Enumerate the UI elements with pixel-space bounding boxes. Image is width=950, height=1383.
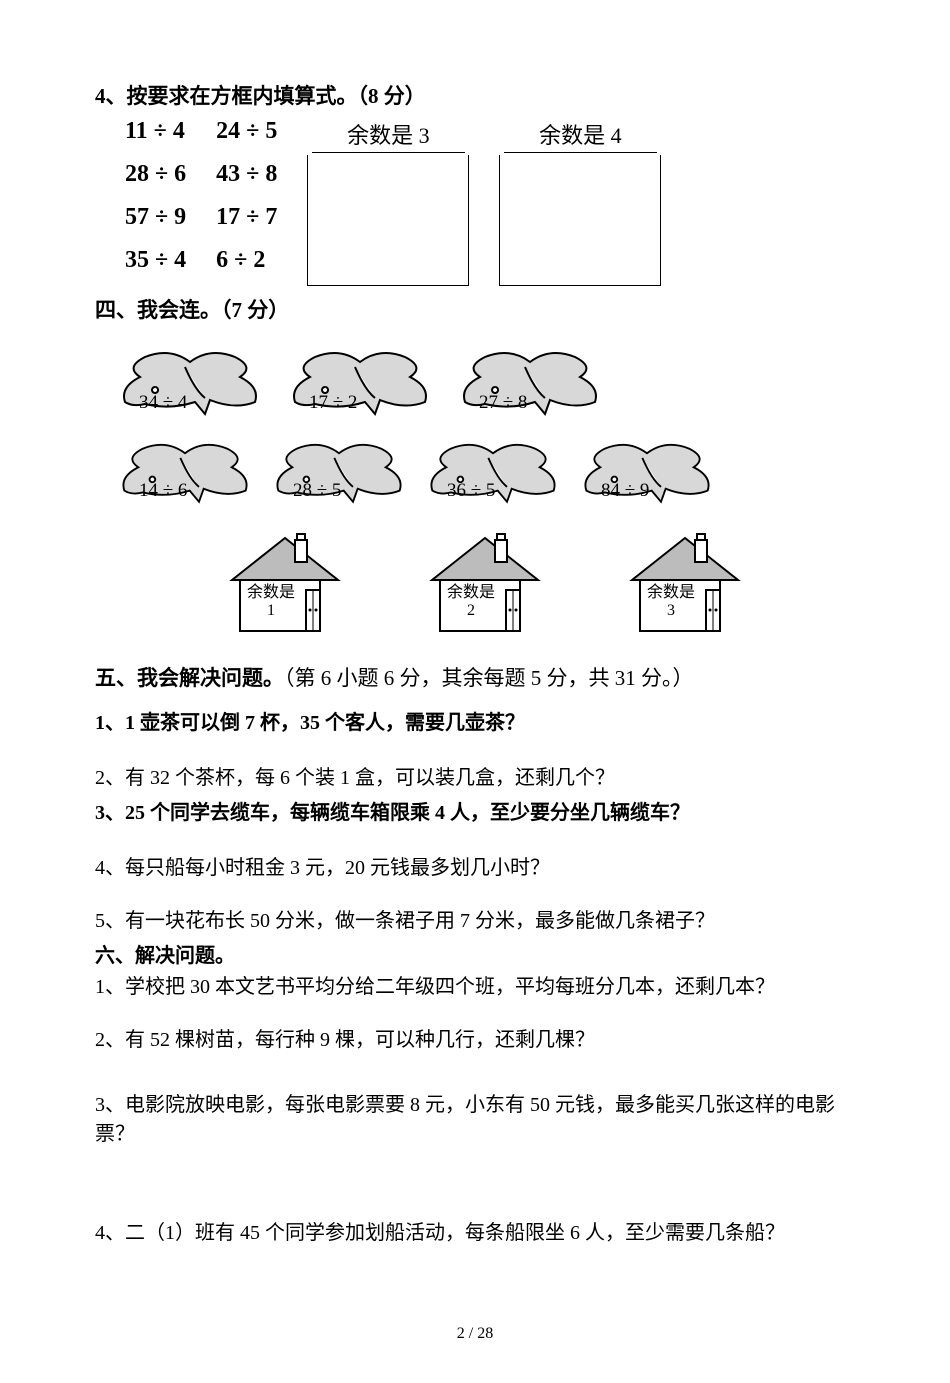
section5-head-bold: 五、我会解决问题。 xyxy=(95,666,284,690)
bird-icon: 34 ÷ 4 xyxy=(115,342,265,420)
birds-area: 34 ÷ 4 17 ÷ 2 27 ÷ 8 14 ÷ 6 28 ÷ 5 xyxy=(115,342,855,638)
bird-icon: 84 ÷ 9 xyxy=(577,434,717,508)
answer-box xyxy=(499,155,661,286)
house-icon: 余数是 1 xyxy=(220,528,350,638)
house-icon: 余数是 2 xyxy=(420,528,550,638)
s5-p2: 2、有 32 个茶杯，每 6 个装 1 盒，可以装几盒，还剩几个？ xyxy=(95,761,855,790)
house-icon: 余数是 3 xyxy=(620,528,750,638)
box-label-3: 余数是 3 xyxy=(312,118,465,153)
bird-label: 84 ÷ 9 xyxy=(601,480,649,502)
section6-head: 六、解决问题。 xyxy=(95,939,855,968)
q4-content: 11 ÷ 4 24 ÷ 5 28 ÷ 6 43 ÷ 8 57 ÷ 9 17 ÷ … xyxy=(125,118,855,286)
expr-cell: 35 ÷ 4 xyxy=(125,247,186,274)
bird-label: 14 ÷ 6 xyxy=(139,480,187,502)
s5-p4: 4、每只船每小时租金 3 元，20 元钱最多划几小时？ xyxy=(95,851,855,880)
house-label: 余数是 3 xyxy=(606,584,736,620)
expr-cell: 57 ÷ 9 xyxy=(125,204,186,231)
s5-p1: 1、1 壶茶可以倒 7 杯，35 个客人，需要几壶茶？ xyxy=(95,706,855,735)
remainder-4-box: 余数是 4 xyxy=(499,118,661,286)
page-number: 2 / 28 xyxy=(95,1325,855,1343)
q4-title: 4、按要求在方框内填算式。（8 分） xyxy=(95,80,855,110)
section4-head: 四、我会连。（7 分） xyxy=(95,294,855,324)
s6-p1: 1、学校把 30 本文艺书平均分给二年级四个班，平均每班分几本，还剩几本？ xyxy=(95,970,855,999)
houses-row: 余数是 1 余数是 2 xyxy=(115,528,855,638)
q4-expressions: 11 ÷ 4 24 ÷ 5 28 ÷ 6 43 ÷ 8 57 ÷ 9 17 ÷ … xyxy=(125,118,277,274)
section5-head-rest: （第 6 小题 6 分，其余每题 5 分，共 31 分。） xyxy=(284,666,694,690)
bird-row-1: 34 ÷ 4 17 ÷ 2 27 ÷ 8 xyxy=(115,342,855,420)
bird-icon: 17 ÷ 2 xyxy=(285,342,435,420)
expr-cell: 6 ÷ 2 xyxy=(216,247,277,274)
s5-p3: 3、25 个同学去缆车，每辆缆车箱限乘 4 人，至少要分坐几辆缆车？ xyxy=(95,796,855,825)
s6-p2: 2、有 52 棵树苗，每行种 9 棵，可以种几行，还剩几棵？ xyxy=(95,1023,855,1052)
expr-cell: 43 ÷ 8 xyxy=(216,161,277,188)
house-label: 余数是 2 xyxy=(406,584,536,620)
section5-head: 五、我会解决问题。（第 6 小题 6 分，其余每题 5 分，共 31 分。） xyxy=(95,662,855,692)
s6-p3: 3、电影院放映电影，每张电影票要 8 元，小东有 50 元钱，最多能买几张这样的… xyxy=(95,1088,855,1146)
house-label: 余数是 1 xyxy=(206,584,336,620)
bird-label: 27 ÷ 8 xyxy=(479,392,527,414)
expr-cell: 28 ÷ 6 xyxy=(125,161,186,188)
bird-label: 17 ÷ 2 xyxy=(309,392,357,414)
expr-cell: 24 ÷ 5 xyxy=(216,118,277,145)
bird-label: 34 ÷ 4 xyxy=(139,392,187,414)
bird-label: 28 ÷ 5 xyxy=(293,480,341,502)
expr-cell: 17 ÷ 7 xyxy=(216,204,277,231)
bird-icon: 28 ÷ 5 xyxy=(269,434,409,508)
expr-cell: 11 ÷ 4 xyxy=(125,118,186,145)
page: 4、按要求在方框内填算式。（8 分） 11 ÷ 4 24 ÷ 5 28 ÷ 6 … xyxy=(95,0,855,1383)
remainder-3-box: 余数是 3 xyxy=(307,118,469,286)
bird-icon: 14 ÷ 6 xyxy=(115,434,255,508)
bird-label: 36 ÷ 5 xyxy=(447,480,495,502)
s5-p5: 5、有一块花布长 50 分米，做一条裙子用 7 分米，最多能做几条裙子？ xyxy=(95,904,855,933)
s6-p4: 4、二（1）班有 45 个同学参加划船活动，每条船限坐 6 人，至少需要几条船？ xyxy=(95,1216,855,1245)
bird-icon: 36 ÷ 5 xyxy=(423,434,563,508)
box-label-4: 余数是 4 xyxy=(504,118,657,153)
answer-box xyxy=(307,155,469,286)
bird-icon: 27 ÷ 8 xyxy=(455,342,605,420)
bird-row-2: 14 ÷ 6 28 ÷ 5 36 ÷ 5 84 ÷ 9 xyxy=(115,434,855,508)
